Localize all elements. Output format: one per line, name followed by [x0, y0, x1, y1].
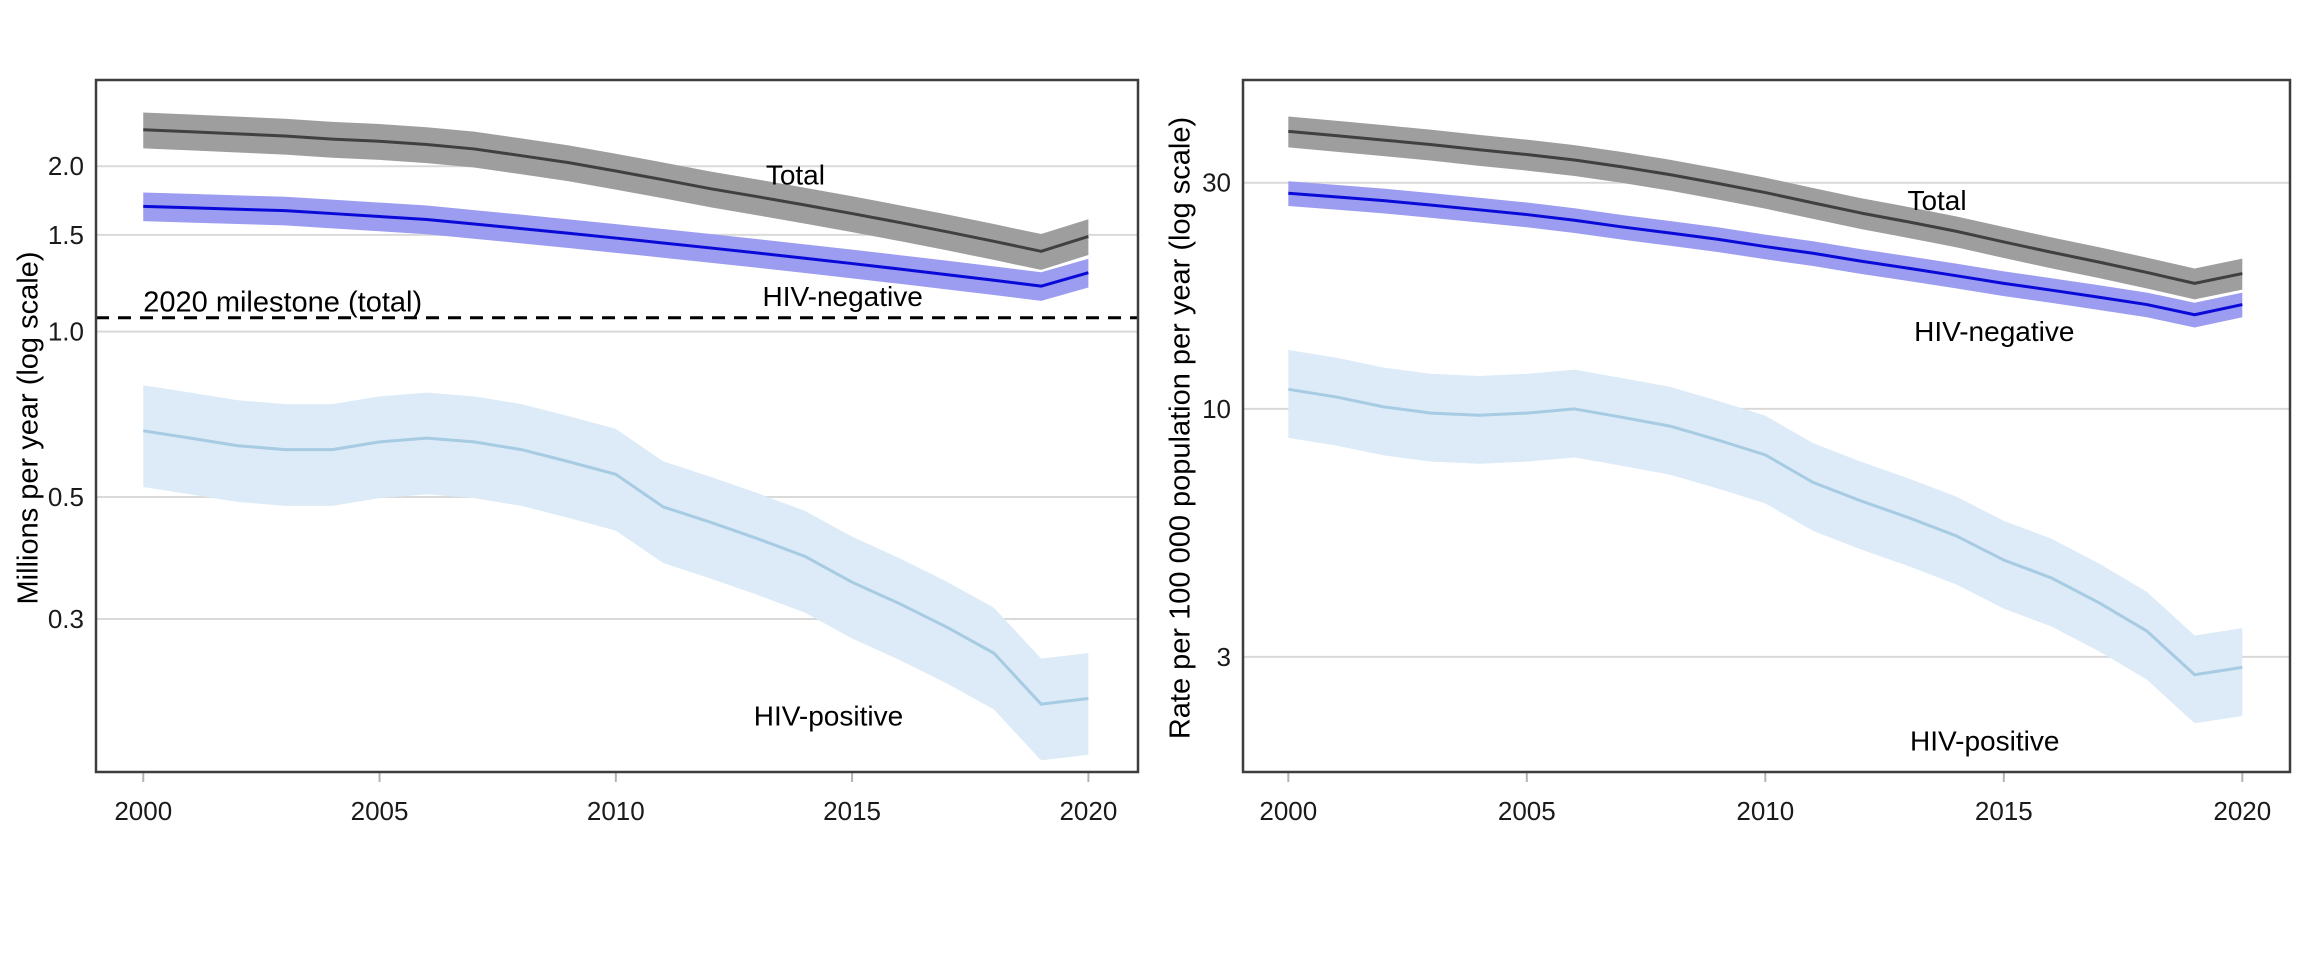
series-label-hiv-positive: HIV-positive — [1910, 725, 2059, 756]
series-label-hiv-positive: HIV-positive — [754, 701, 903, 732]
x-tick-label: 2020 — [1059, 796, 1117, 826]
panel-border — [94, 78, 1140, 774]
y-tick-label: 1.5 — [48, 220, 84, 250]
line-hiv_negative — [1288, 191, 2243, 317]
band-hiv_positive — [143, 385, 1089, 761]
x-tick-label: 2020 — [2213, 796, 2271, 826]
y-tick-label: 1.0 — [48, 317, 84, 347]
line-hiv_positive — [143, 429, 1089, 706]
y-tick-label: 30 — [1202, 168, 1231, 198]
line-total — [143, 128, 1089, 253]
band-hiv_negative — [1288, 181, 2243, 328]
y-tick-label: 2.0 — [48, 151, 84, 181]
y-tick-label: 10 — [1202, 394, 1231, 424]
line-hiv_negative — [143, 204, 1089, 288]
x-tick-label: 2010 — [587, 796, 645, 826]
band-total — [1288, 116, 2243, 300]
left-y-axis-title: Millions per year (log scale) — [12, 251, 45, 605]
y-tick-label: 0.3 — [48, 604, 84, 634]
deaths-rate-chart: 2000 2005 2010 2015 2020 30 10 3 Total HIV-negati… — [1202, 78, 2292, 826]
series-label-hiv-negative: HIV-negative — [762, 281, 922, 312]
deaths-absolute-chart: 2020 milestone (total) 2000 2005 2010 2015 20… — [48, 78, 1140, 826]
milestone-label: 2020 milestone (total) — [143, 286, 422, 318]
y-tick-label: 0.5 — [48, 482, 84, 512]
series-label-total: Total — [1907, 185, 1966, 216]
x-tick-label: 2005 — [1498, 796, 1556, 826]
x-tick-label: 2015 — [1975, 796, 2033, 826]
x-tick-label: 2010 — [1736, 796, 1794, 826]
series-label-hiv-negative: HIV-negative — [1914, 316, 2074, 347]
x-tick-label: 2000 — [1259, 796, 1317, 826]
band-total — [143, 112, 1089, 270]
band-hiv_negative — [143, 192, 1089, 301]
x-tick-label: 2015 — [823, 796, 881, 826]
line-hiv_positive — [1288, 387, 2243, 677]
line-total — [1288, 129, 2243, 285]
x-tick-label: 2000 — [114, 796, 172, 826]
band-hiv_positive — [1288, 350, 2243, 724]
series-label-total: Total — [766, 160, 825, 191]
x-tick-label: 2005 — [351, 796, 409, 826]
y-tick-label: 3 — [1217, 642, 1231, 672]
panel-border — [1241, 78, 2292, 774]
right-y-axis-title: Rate per 100 000 population per year (lo… — [1164, 116, 1197, 740]
